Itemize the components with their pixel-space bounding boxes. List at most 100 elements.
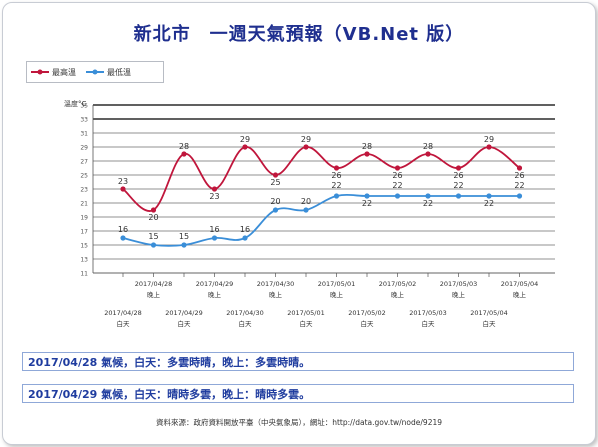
data-point [333,193,340,199]
y-tick-label: 17 [80,229,88,236]
data-label: 28 [179,142,189,151]
y-tick-label: 19 [80,215,88,222]
x-tick-label: 白天 [483,319,497,328]
data-label: 22 [423,199,433,208]
data-point [211,235,218,241]
x-tick-label: 晚上 [330,290,344,299]
data-point [425,151,431,157]
data-point [303,207,309,213]
x-tick-label: 白天 [117,319,131,328]
legend-item-high: 最高溫 [31,67,76,78]
x-tick-label: 白天 [239,319,253,328]
legend-label-low: 最低溫 [107,67,131,77]
data-point [333,165,340,171]
data-label: 22 [362,199,372,208]
x-tick-label: 2017/04/30 [226,309,263,317]
x-tick-label: 白天 [300,319,314,328]
y-tick-label: 29 [80,145,88,152]
data-label: 26 [392,171,402,180]
data-label: 29 [240,135,250,144]
y-axis-label: 溫度°C [64,99,86,108]
x-tick-label: 晚上 [208,290,222,299]
data-point [486,144,492,150]
legend-item-low: 最低溫 [86,67,131,78]
x-tick-label: 2017/04/28 [104,309,141,317]
data-label: 26 [331,171,341,180]
x-tick-label: 晚上 [513,290,527,299]
data-label: 22 [514,181,524,190]
data-point [455,165,462,171]
y-tick-label: 27 [80,159,88,166]
chart-legend: 最高溫 最低溫 [26,61,164,83]
series-line-low [122,193,520,247]
forecast-day-1: 2017/04/28 氣候，白天：多雲時晴，晚上：多雲時晴。 [22,352,574,371]
data-label: 29 [484,135,494,144]
data-label: 20 [270,197,280,206]
x-tick-label: 白天 [178,319,192,328]
y-tick-label: 13 [80,257,88,264]
y-tick-label: 11 [80,271,88,278]
legend-label-high: 最高溫 [52,67,76,77]
y-tick-label: 15 [80,243,88,250]
x-tick-label: 白天 [422,319,436,328]
data-point [272,172,279,178]
x-tick-label: 2017/05/04 [501,280,538,288]
data-label: 15 [179,232,189,241]
data-label: 28 [423,142,433,151]
data-label: 22 [392,181,402,190]
data-label: 20 [301,197,311,206]
data-point [516,165,523,171]
circle-marker-icon [31,69,49,75]
data-point [394,193,401,199]
data-point [364,193,370,199]
data-label: 22 [331,181,341,190]
y-tick-label: 23 [80,187,88,194]
x-tick-label: 2017/04/29 [165,309,202,317]
data-point [181,151,187,157]
x-tick-label: 2017/05/04 [470,309,507,317]
x-tick-label: 晚上 [147,290,161,299]
x-tick-label: 白天 [361,319,375,328]
data-point [242,144,248,150]
data-label: 22 [484,199,494,208]
data-source-note: 資料來源：政府資料開放平臺（中央氣象局），網址：http://data.gov.… [155,418,443,427]
x-tick-label: 2017/05/02 [348,309,385,317]
x-tick-label: 2017/04/30 [257,280,294,288]
data-label: 16 [209,225,219,234]
data-point [120,235,126,241]
data-point [272,207,279,213]
x-tick-label: 2017/04/29 [196,280,233,288]
x-tick-label: 2017/04/28 [135,280,172,288]
page-title: 新北市 一週天氣預報（VB.Net 版） [133,24,465,45]
data-point [486,193,492,199]
x-tick-label: 晚上 [452,290,466,299]
data-label: 28 [362,142,372,151]
circle-marker-icon [86,69,104,75]
x-tick-label: 2017/05/03 [440,280,477,288]
data-point [242,235,248,241]
x-tick-label: 2017/05/02 [379,280,416,288]
x-tick-label: 2017/05/03 [409,309,446,317]
data-label: 23 [118,177,128,186]
x-tick-label: 晚上 [269,290,283,299]
data-label: 23 [209,192,219,201]
x-tick-label: 晚上 [391,290,405,299]
y-tick-label: 35 [80,103,88,110]
data-point [394,165,401,171]
data-point [303,144,309,150]
data-label: 15 [148,232,158,241]
data-point [516,193,523,199]
data-point [181,242,187,248]
data-label: 26 [453,171,463,180]
x-tick-label: 2017/05/01 [287,309,324,317]
data-point [364,151,370,157]
data-label: 29 [301,135,311,144]
x-tick-label: 2017/05/01 [318,280,355,288]
y-tick-label: 31 [80,131,88,138]
data-point [211,186,218,192]
data-point [150,242,157,248]
data-label: 26 [514,171,524,180]
y-tick-label: 33 [80,117,88,124]
data-label: 22 [453,181,463,190]
